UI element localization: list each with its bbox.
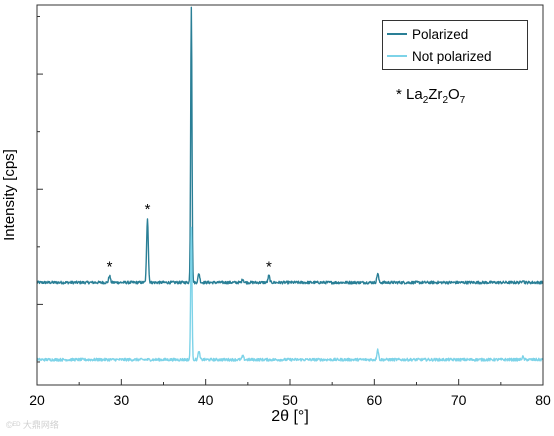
legend-item-not-polarized: Not polarized xyxy=(387,46,492,66)
x-axis-ticks: 20 30 40 50 60 70 80 xyxy=(29,379,551,408)
annotation-formula: La2Zr2O7 xyxy=(406,86,466,106)
legend: Polarized Not polarized xyxy=(382,20,528,70)
x-tick-label: 30 xyxy=(114,392,130,408)
y-axis-ticks xyxy=(37,16,43,363)
legend-swatch-polarized xyxy=(387,33,407,35)
x-tick-label: 60 xyxy=(367,392,383,408)
peak-markers: * * * xyxy=(107,201,272,276)
y-axis-label: Intensity [cps] xyxy=(1,149,18,241)
x-tick-label: 70 xyxy=(451,392,467,408)
series-line-not-polarized xyxy=(36,226,544,362)
series-layer xyxy=(36,6,544,362)
peak-star-marker: * xyxy=(145,201,151,218)
phase-annotation: * La2Zr2O7 xyxy=(396,86,465,106)
x-axis-label: 2θ [°] xyxy=(271,408,309,425)
legend-swatch-not-polarized xyxy=(387,55,407,57)
peak-star-marker: * xyxy=(266,259,272,276)
legend-item-polarized: Polarized xyxy=(387,24,468,44)
legend-label-not-polarized: Not polarized xyxy=(412,48,492,64)
x-tick-label: 40 xyxy=(198,392,214,408)
annotation-star: * xyxy=(396,86,402,103)
peak-star-marker: * xyxy=(107,259,113,276)
legend-label-polarized: Polarized xyxy=(412,26,469,42)
watermark: ©ᴱᴰ 大鼎网络 xyxy=(6,420,59,430)
x-tick-label: 50 xyxy=(282,392,298,408)
x-tick-label: 20 xyxy=(29,392,45,408)
x-tick-label: 80 xyxy=(535,392,551,408)
series-line-polarized xyxy=(36,6,544,285)
